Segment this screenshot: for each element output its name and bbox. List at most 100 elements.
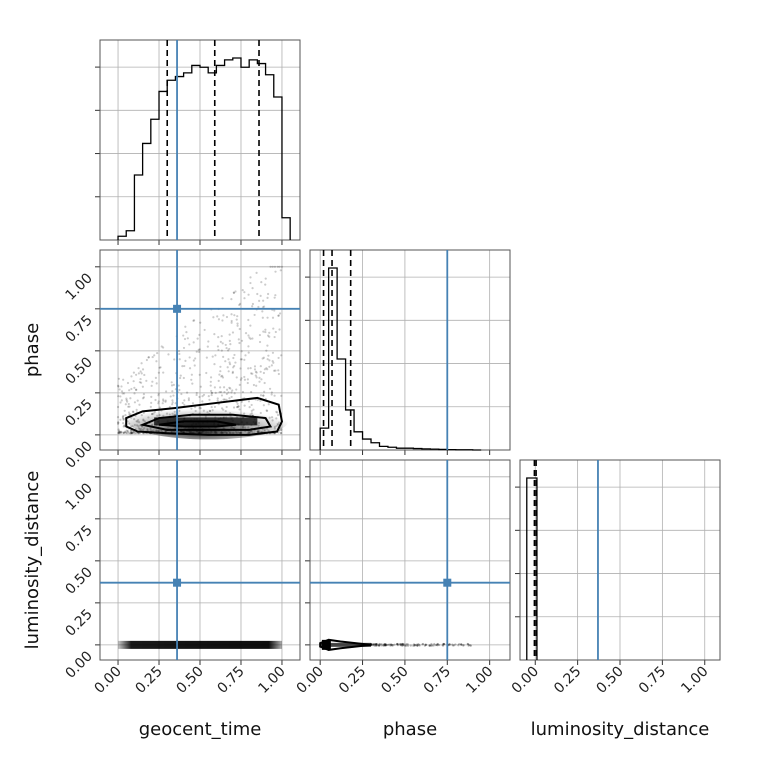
scatter-point [238, 327, 241, 331]
scatter-point [177, 350, 181, 353]
panel-luminosity-distance-vs-phase: 0.00 0.25 0.50 0.75 1.00 [294, 459, 511, 697]
scatter-point [256, 292, 259, 296]
scatter-point [375, 643, 378, 646]
scatter-point [150, 384, 153, 387]
scatter-point [274, 270, 277, 273]
scatter-point [206, 345, 209, 348]
scatter-point [128, 413, 131, 416]
scatter-point [267, 334, 270, 337]
scatter-point [145, 379, 148, 382]
scatter-point [135, 408, 138, 411]
scatter-point [271, 351, 275, 354]
scatter-point [170, 384, 174, 387]
scatter-point [231, 331, 235, 334]
scatter-point [230, 313, 233, 316]
scatter-point [195, 350, 198, 353]
scatter-point [384, 644, 387, 647]
scatter-point [417, 643, 420, 646]
scatter-point [232, 291, 236, 294]
scatter-point [469, 644, 472, 647]
scatter-point [228, 386, 231, 389]
scatter-point [155, 382, 158, 385]
scatter-point [442, 642, 445, 646]
scatter-point [228, 397, 231, 400]
ylabel-luminosity-distance: luminosity_distance [22, 471, 43, 650]
scatter-point [371, 644, 375, 647]
scatter-point [280, 394, 283, 397]
scatter-point [401, 643, 404, 646]
histogram-phase [319, 267, 482, 451]
scatter-point [243, 375, 246, 379]
scatter-point [255, 371, 258, 374]
scatter-point [266, 292, 270, 296]
scatter-point [240, 350, 243, 353]
y-tick-label-luminosity_distance: 0.75 [62, 522, 95, 555]
scatter-point [239, 358, 242, 361]
scatter-point [244, 354, 247, 357]
scatter-point [161, 402, 164, 405]
scatter-point [277, 369, 280, 372]
scatter-point [123, 424, 126, 428]
truth-marker [443, 578, 452, 587]
scatter-point [178, 388, 181, 392]
x-tick-label-geocent_time: 0.00 [92, 664, 125, 697]
scatter-point [120, 430, 123, 434]
scatter-point [273, 296, 276, 299]
x-grid [117, 40, 283, 240]
hist-y-grid [520, 486, 720, 618]
x-tick-label-luminosity_distance: 1.00 [678, 664, 711, 697]
scatter-point [412, 643, 416, 646]
x-tick-label-luminosity_distance: 0.50 [593, 664, 626, 697]
scatter-point [268, 387, 272, 390]
panel-geocent-time-hist [95, 39, 301, 245]
scatter-point [231, 371, 234, 375]
scatter-point [186, 337, 189, 340]
scatter-point [209, 380, 212, 383]
scatter-point [130, 432, 134, 435]
axes-frame [99, 249, 301, 451]
scatter-point [409, 644, 412, 647]
scatter-point [162, 346, 165, 349]
scatter-point [417, 643, 421, 646]
scatter-point [187, 397, 190, 400]
scatter-point [124, 431, 127, 434]
scatter-point [128, 405, 131, 408]
scatter-point [188, 343, 191, 346]
scatter-point [246, 378, 249, 381]
scatter-point [442, 642, 445, 646]
scatter-point [251, 305, 254, 308]
scatter-point [239, 378, 242, 381]
scatter-point [210, 391, 214, 394]
scatter-point [253, 313, 256, 317]
scatter-point [118, 430, 121, 434]
scatter-point [156, 351, 159, 355]
density-band [118, 640, 282, 649]
scatter-point [116, 405, 120, 409]
scatter-point [268, 331, 271, 334]
scatter-point [121, 417, 125, 420]
scatter-point [405, 644, 408, 647]
scatter-point [185, 391, 189, 394]
scatter-point [180, 392, 183, 396]
scatter-point [231, 389, 234, 392]
scatter-point [184, 359, 187, 363]
scatter-point [159, 366, 162, 369]
scatter-point [153, 354, 156, 357]
scatter-point [384, 644, 387, 647]
scatter-point [266, 358, 269, 361]
scatter-point [224, 343, 227, 347]
scatter-point [258, 299, 261, 302]
scatter-point [238, 303, 241, 307]
scatter-point [230, 298, 233, 301]
axes-frame [99, 459, 301, 661]
scatter-point [466, 642, 469, 646]
scatter-point [129, 397, 132, 400]
scatter-point [223, 390, 226, 394]
scatter-point [237, 338, 240, 341]
scatter-point [208, 398, 211, 401]
scatter-point [137, 372, 140, 375]
scatter-point [214, 391, 217, 395]
scatter-point [139, 370, 142, 373]
scatter-point [238, 383, 241, 386]
scatter-point [122, 414, 125, 418]
